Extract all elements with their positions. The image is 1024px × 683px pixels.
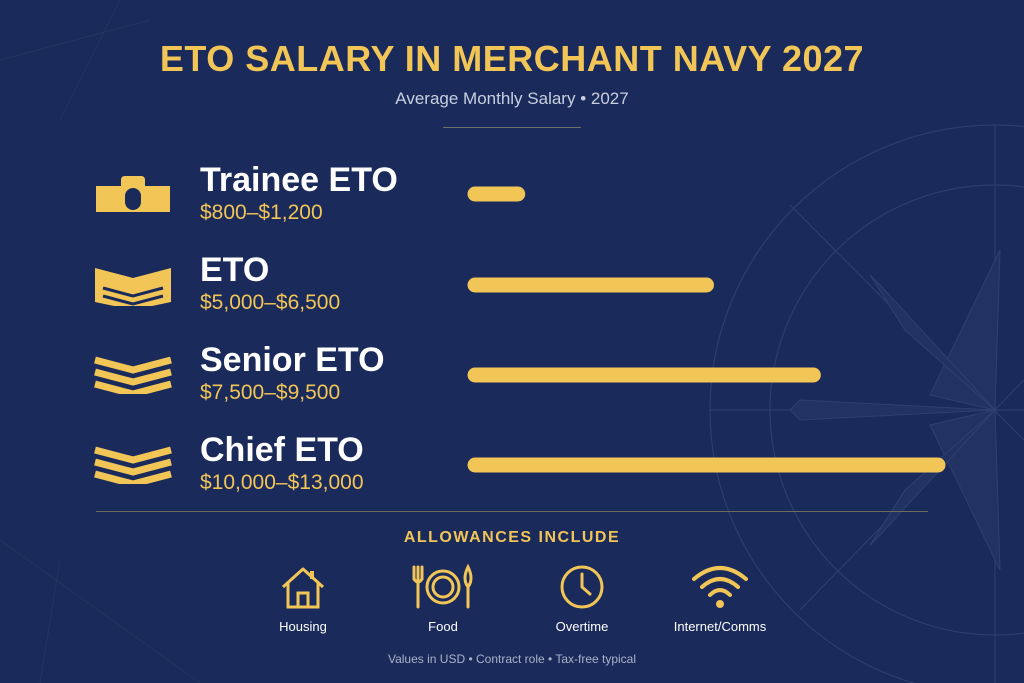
section-divider [96, 511, 928, 512]
page-title: ETO SALARY IN MERCHANT NAVY 2027 [159, 38, 865, 79]
allowances-title: ALLOWANCES INCLUDE [403, 529, 621, 546]
house-icon [281, 567, 325, 609]
allowance-housing: Housing [233, 563, 373, 634]
wifi-icon [692, 566, 748, 608]
salary-range-label: $7,500–$9,500 [200, 381, 341, 404]
footnote: Values in USD • Contract role • Tax-free… [387, 652, 637, 666]
salary-range-label: $10,000–$13,000 [200, 471, 364, 494]
category-label: Chief ETO [200, 431, 364, 469]
salary-row-chief: Chief ETO $10,000–$13,000 [0, 430, 1024, 510]
page-subtitle: Average Monthly Salary • 2027 [395, 89, 629, 108]
two-chevron-rank-icon [94, 356, 172, 394]
clock-icon [560, 565, 604, 609]
allowance-label: Food [428, 619, 458, 634]
salary-range-label: $5,000–$6,500 [200, 291, 341, 314]
allowance-food: Food [373, 563, 513, 634]
allowance-label: Internet/Comms [673, 619, 767, 634]
allowance-overtime: Overtime [512, 563, 652, 634]
category-label: Trainee ETO [200, 161, 398, 199]
allowance-internet: Internet/Comms [650, 563, 790, 634]
allowance-label: Housing [279, 619, 327, 634]
category-label: Senior ETO [200, 341, 385, 379]
salary-row-senior: Senior ETO $7,500–$9,500 [0, 340, 1024, 420]
title-divider [443, 127, 581, 128]
salary-row-eto: ETO $5,000–$6,500 [0, 250, 1024, 330]
one-chevron-rank-icon [95, 268, 171, 306]
three-chevron-rank-icon [94, 446, 172, 484]
category-label: ETO [200, 251, 270, 289]
salary-range-label: $800–$1,200 [200, 201, 323, 224]
allowance-label: Overtime [555, 619, 609, 634]
plate-cutlery-icon [412, 563, 473, 609]
trainee-rank-icon [96, 176, 170, 212]
salary-row-trainee: Trainee ETO $800–$1,200 [0, 160, 1024, 240]
